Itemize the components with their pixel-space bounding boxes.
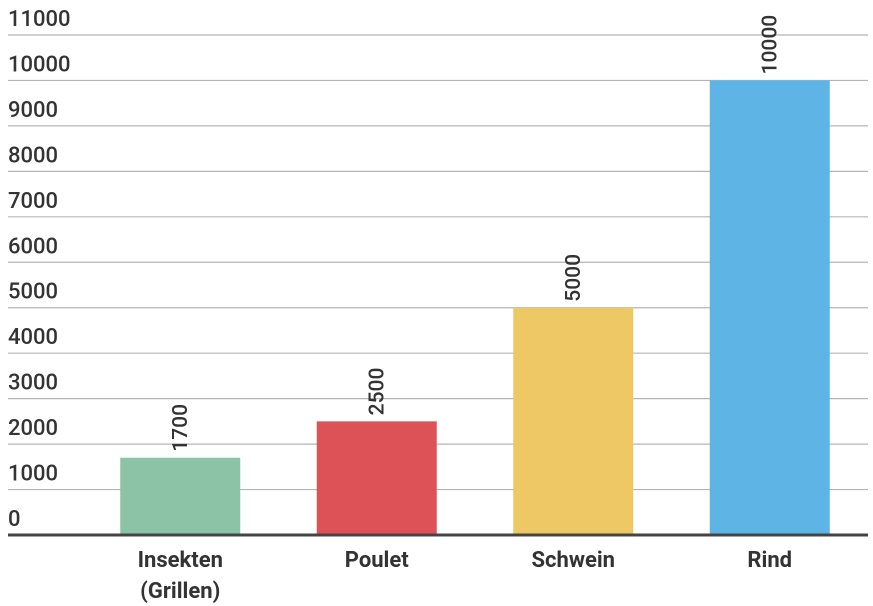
y-tick-label: 10000 — [8, 52, 71, 77]
data-label: 2500 — [366, 368, 390, 416]
x-tick-label: Insekten (Grillen) — [138, 548, 223, 604]
y-tick-label: 2000 — [8, 416, 58, 441]
y-tick-label: 8000 — [8, 143, 58, 168]
x-tick-label: Poulet — [345, 548, 409, 573]
bar — [120, 457, 241, 535]
y-tick-label: 4000 — [8, 325, 58, 350]
y-tick-label: 0 — [8, 507, 21, 532]
y-tick-label: 6000 — [8, 234, 58, 259]
bar — [709, 80, 830, 536]
data-label: 5000 — [562, 254, 586, 302]
y-tick-label: 9000 — [8, 98, 58, 123]
y-tick-label: 1000 — [8, 462, 58, 487]
y-tick-label: 11000 — [8, 7, 71, 32]
x-tick-label: Schwein — [531, 548, 615, 573]
data-label: 1700 — [169, 404, 193, 452]
y-tick-label: 7000 — [8, 189, 58, 214]
y-tick-label: 5000 — [8, 280, 58, 305]
x-tick-label: Rind — [747, 548, 792, 573]
bar — [316, 421, 437, 535]
data-label: 10000 — [759, 15, 783, 75]
bar — [513, 307, 634, 535]
y-tick-label: 3000 — [8, 371, 58, 396]
